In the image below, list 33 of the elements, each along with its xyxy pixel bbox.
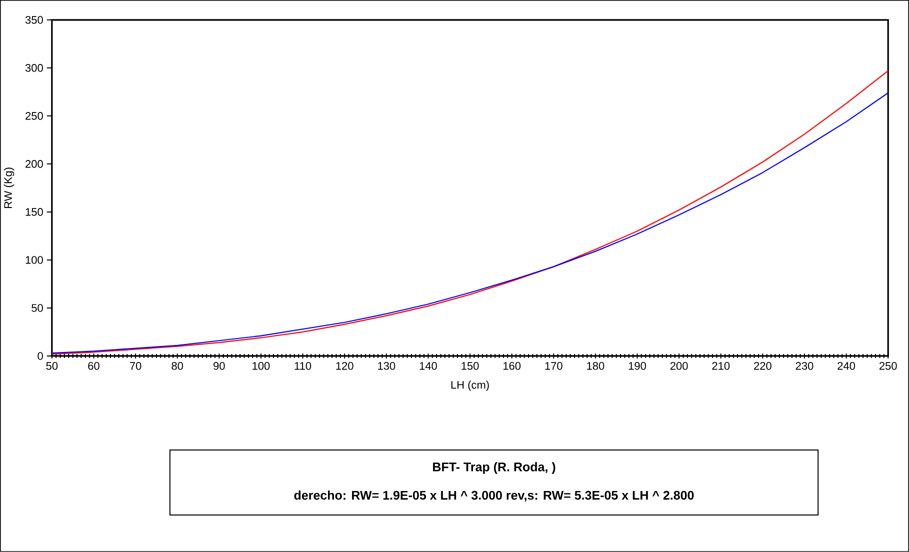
x-tick-label: 110 (294, 362, 312, 370)
y-tick-label: 250 (26, 112, 43, 120)
x-tick-label: 70 (130, 362, 142, 370)
x-tick-label: 230 (796, 362, 814, 370)
y-tick-label: 50 (32, 304, 43, 312)
y-tick-label: 150 (26, 208, 43, 216)
x-tick-label: 120 (336, 362, 354, 370)
y-tick-label: 300 (25, 64, 43, 72)
x-tick-label: 160 (503, 362, 521, 370)
x-tick-label: 220 (754, 362, 772, 370)
x-tick-label: 190 (628, 362, 646, 370)
x-tick-label: 210 (712, 362, 730, 370)
x-tick-label: 170 (545, 362, 562, 370)
x-tick-label: 50 (46, 362, 58, 370)
x-tick-label: 180 (587, 362, 604, 370)
x-tick-label: 100 (252, 362, 270, 370)
x-tick-label: 250 (879, 362, 897, 370)
x-tick-label: 140 (420, 362, 437, 370)
x-tick-label: 240 (838, 362, 856, 370)
y-tick-label: 0 (38, 352, 43, 360)
y-tick-label: 200 (26, 160, 43, 168)
y-tick-label: 350 (25, 16, 43, 24)
x-tick-label: 80 (172, 362, 184, 370)
x-tick-label: 130 (378, 362, 396, 370)
y-tick-label: 100 (26, 256, 43, 264)
text: derecho: RW= 1.9E-05 x LH ^ 3.000 rev,s: RW= 5.3E-05 x LH ^ 2.800 (294, 490, 694, 502)
x-tick-label: 200 (670, 362, 688, 370)
x-tick-label: 60 (88, 362, 100, 370)
x-axis-title: LH (cm) (451, 380, 489, 391)
y-axis-title: RW (Kg) (4, 168, 14, 208)
text: BFT- Trap (R. Roda, ) (433, 462, 556, 474)
x-tick-label: 150 (462, 362, 479, 370)
x-tick-label: 90 (214, 362, 225, 370)
